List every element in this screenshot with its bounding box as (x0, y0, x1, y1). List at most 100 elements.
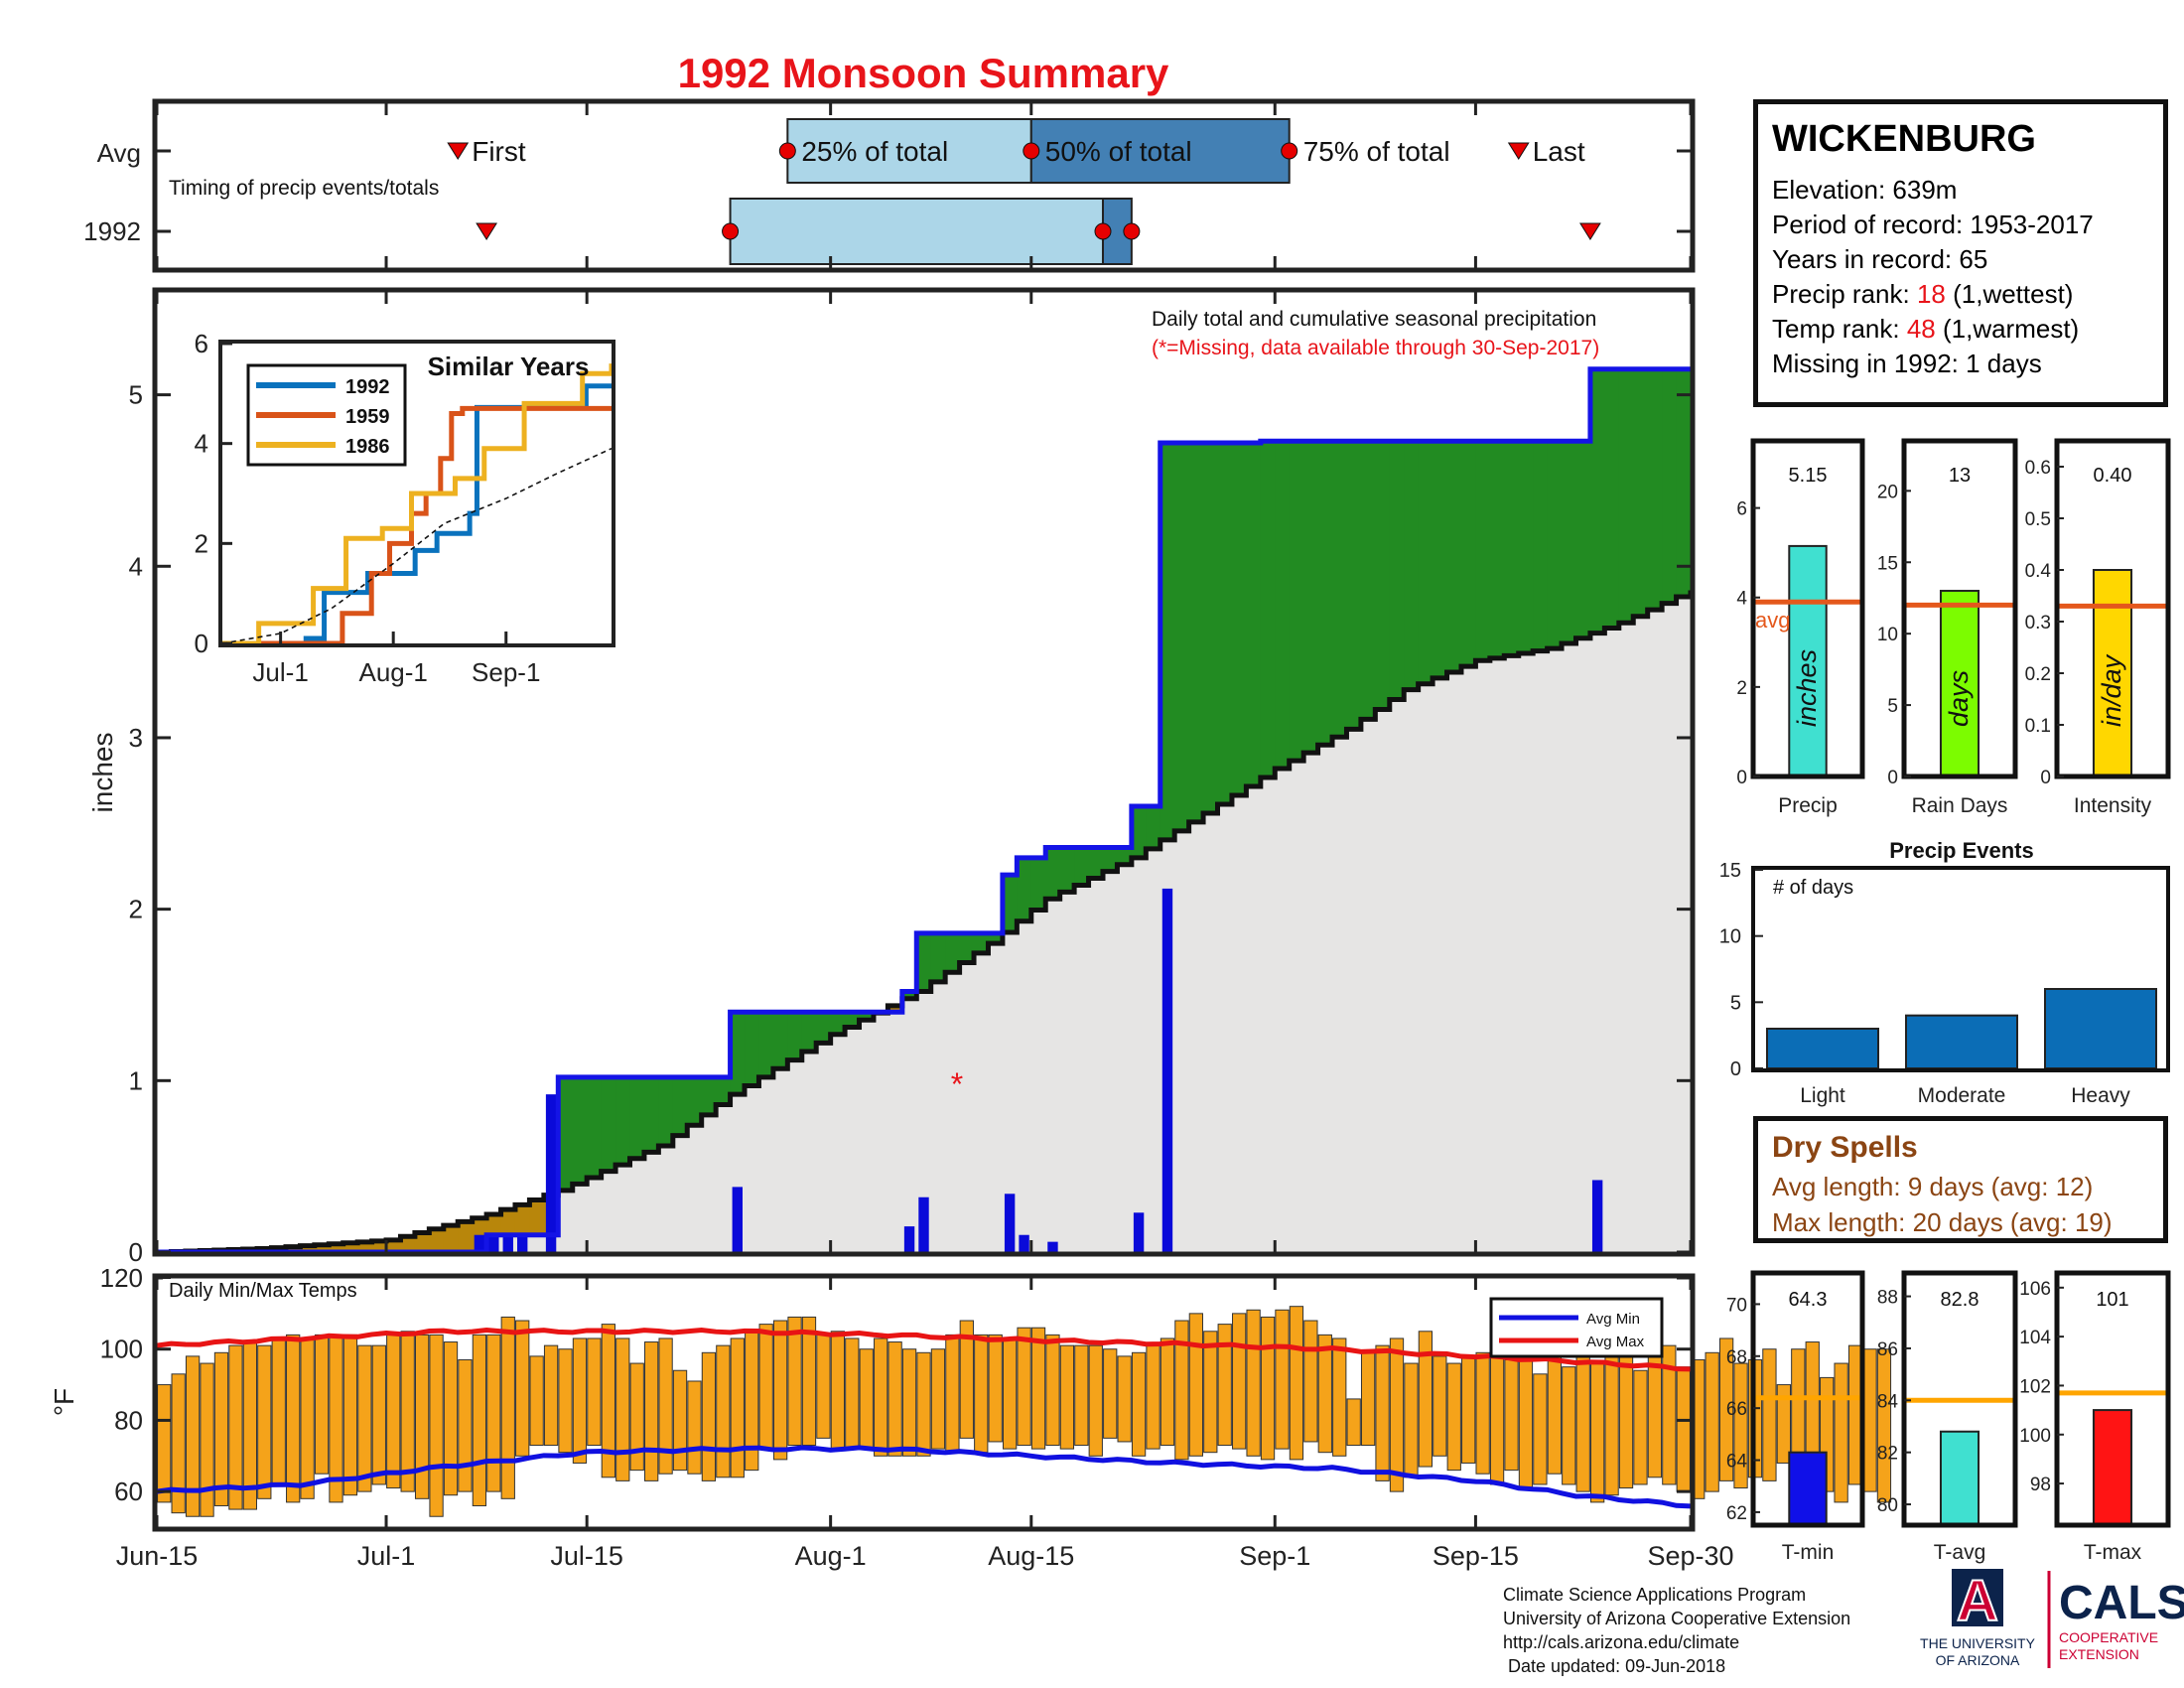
date-tick-label: Sep-15 (1433, 1541, 1519, 1571)
above-average-fill (1589, 368, 1605, 633)
temperature-y-tick-label: 100 (100, 1335, 143, 1364)
station-elevation: Elevation: 639m (1772, 175, 1958, 205)
summary-y-tick-label: 20 (1877, 482, 1898, 502)
below-average-fill (285, 1246, 301, 1252)
daily-temp-bar (1862, 1348, 1877, 1492)
legend-label-1992: 1992 (345, 376, 390, 398)
daily-temp-bar (342, 1334, 358, 1496)
station-period: Period of record: 1953-2017 (1772, 210, 2094, 239)
above-average-fill (830, 1012, 846, 1035)
daily-temp-bar (1718, 1337, 1734, 1481)
university-logo: A THE UNIVERSITY OF ARIZONA CALS COOPERA… (1920, 1568, 2184, 1668)
above-average-fill (658, 1076, 674, 1146)
daily-temp-bar (1418, 1331, 1433, 1468)
above-average-fill (745, 1012, 760, 1086)
below-average-fill (314, 1244, 330, 1252)
temp-rank-value: 48 (1906, 314, 1936, 344)
above-average-fill (1346, 441, 1362, 730)
daily-temp-bar (687, 1380, 702, 1475)
summary-frame-raindays (1901, 438, 2018, 779)
temp-summary-y-tick-label: 66 (1726, 1399, 1747, 1420)
daily-temp-bar (1160, 1337, 1175, 1447)
below-average-fill (329, 1243, 344, 1252)
first-event-marker (476, 222, 498, 240)
events-y-tick-label: 5 (1730, 992, 1741, 1014)
above-average-fill (1475, 441, 1491, 661)
inset-y-tick-label: 4 (195, 429, 208, 459)
inset-line-1986 (222, 363, 614, 646)
daily-temp-bar (887, 1341, 902, 1457)
above-average-fill (1460, 441, 1477, 667)
precip-y-label: inches (87, 733, 118, 813)
summary-y-tick-label: 10 (1877, 625, 1898, 645)
precip-events-panel: Precip Events Light Moderate Heavy # of da… (1719, 838, 2170, 1107)
inset-y-tick-label: 2 (195, 528, 208, 558)
dry-spells-title: Dry Spells (1772, 1131, 1918, 1164)
inset-axes-frame (218, 340, 615, 647)
temp-rank-label: Temp rank: (1772, 314, 1907, 344)
daily-temp-bar (974, 1334, 989, 1454)
daily-temp-bar (1547, 1351, 1562, 1475)
above-average-fill (1146, 806, 1161, 849)
above-average-fill (945, 932, 961, 973)
daily-temp-bar (458, 1358, 473, 1492)
timing-label-first: First (472, 136, 526, 167)
cals-line-1: COOPERATIVE (2059, 1629, 2158, 1645)
above-average-fill (1275, 441, 1291, 770)
daily-temp-bar (1002, 1337, 1018, 1450)
timing-panel: First 25% of total 50% of total 75% of tota… (83, 98, 1696, 273)
temp-summary-y-tick-label: 86 (1877, 1339, 1898, 1360)
daily-temp-bar (988, 1334, 1003, 1443)
daily-temp-bar (1662, 1344, 1677, 1485)
daily-temp-bar (257, 1344, 272, 1499)
avg-max-line (156, 1328, 1692, 1372)
daily-temp-bar (845, 1337, 860, 1450)
date-tick-label: Jul-1 (357, 1541, 416, 1571)
precip-y-tick-label: 1 (129, 1065, 143, 1095)
daily-temp-bar (615, 1337, 630, 1481)
inset-legend-1959: 1959 (256, 406, 390, 428)
legend-label-avg-max: Avg Max (1586, 1334, 1645, 1350)
daily-precip-bar (502, 1234, 513, 1252)
daily-temp-bar (1317, 1334, 1332, 1454)
precip-note: Daily total and cumulative seasonal prec… (1152, 308, 1596, 331)
daily-temp-bar (916, 1351, 931, 1457)
precip-missing-note: (*=Missing, data available through 30-Se… (1152, 337, 1599, 359)
precip-rank-label: Precip rank: (1772, 279, 1917, 309)
temperature-label-bg (163, 1279, 381, 1311)
above-average-fill (1017, 857, 1032, 921)
avg-min-line (156, 1445, 1692, 1509)
above-average-fill (1404, 441, 1420, 690)
daily-temp-bar (1103, 1348, 1118, 1439)
daily-temp-bar (213, 1351, 229, 1506)
above-average-fill (1676, 368, 1692, 598)
timing-row-avg: Avg (97, 138, 141, 168)
inset-legend-1986: 1986 (256, 436, 390, 458)
below-average-fill (342, 1242, 358, 1252)
temp-summary-label-tmax: T-max (2084, 1541, 2142, 1564)
events-y-tick-label: 0 (1730, 1058, 1741, 1080)
daily-temp-bar (314, 1334, 330, 1475)
above-average-fill (1662, 368, 1678, 604)
below-average-fill (500, 1209, 516, 1235)
daily-temp-bar (286, 1334, 301, 1503)
above-average-fill (572, 1076, 588, 1185)
above-average-fill (758, 1012, 774, 1077)
summary-value-intensity: 0.40 (2094, 465, 2132, 487)
daily-precip-bar (918, 1196, 929, 1252)
inset-x-tick-label: Jul-1 (252, 657, 308, 687)
daily-temp-bar (1303, 1320, 1318, 1443)
last-event-marker (1579, 222, 1601, 240)
below-average-fill (514, 1204, 531, 1235)
above-average-fill (687, 1076, 703, 1126)
date-tick-label: Aug-1 (795, 1541, 867, 1571)
daily-temp-bar (443, 1341, 459, 1496)
daily-temp-bar (357, 1344, 372, 1492)
ua-line-1: THE UNIVERSITY (1920, 1635, 2036, 1651)
above-average-fill (1533, 441, 1549, 651)
daily-temp-bar (1332, 1337, 1347, 1457)
daily-precip-bar (1161, 888, 1173, 1252)
above-average-fill (716, 1076, 732, 1105)
summary-y-tick-label: 0.2 (2025, 664, 2051, 685)
daily-temp-bar (1389, 1337, 1405, 1492)
